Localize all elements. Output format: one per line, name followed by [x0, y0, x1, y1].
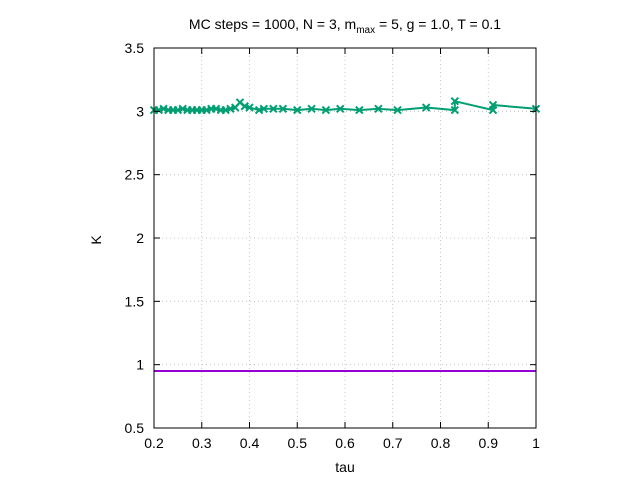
y-tick-label: 3.5 — [125, 40, 145, 56]
y-tick-label: 1.5 — [125, 293, 145, 309]
series-1-point — [293, 105, 302, 115]
chart-title: MC steps = 1000, N = 3, mmax = 5, g = 1.… — [189, 16, 501, 36]
y-axis-label: K — [88, 235, 104, 245]
series-1-point — [355, 105, 364, 115]
series-1-point — [307, 104, 316, 114]
x-tick-label: 0.6 — [335, 435, 355, 451]
grid — [154, 48, 536, 428]
x-tick-label: 1 — [532, 435, 540, 451]
series-1-point — [450, 96, 460, 106]
series-1-point — [374, 104, 383, 114]
series-1-point — [488, 100, 498, 110]
chart-title-subscript: max — [356, 25, 375, 36]
ticks: 0.2 0.3 0.4 0.5 0.6 0.7 0.8 0.9 1 0.5 1 1.5 2 2.5 3 3.5 — [125, 40, 541, 451]
series-1-point — [450, 105, 460, 115]
series-1-point — [393, 105, 402, 115]
x-tick-label: 0.5 — [288, 435, 308, 451]
series-1-point — [278, 104, 288, 114]
chart-title-main: MC steps = 1000, N = 3, m — [189, 16, 356, 32]
x-tick-label: 0.3 — [192, 435, 212, 451]
x-tick-label: 0.9 — [479, 435, 499, 451]
chart-title-rest: = 5, g = 1.0, T = 0.1 — [375, 16, 501, 32]
y-tick-label: 3 — [136, 103, 144, 119]
series-1-point — [269, 104, 278, 114]
series-1-point — [421, 103, 431, 112]
x-tick-label: 0.2 — [144, 435, 164, 451]
series-1-point — [321, 105, 331, 115]
x-tick-label: 0.8 — [431, 435, 451, 451]
x-axis-label: tau — [335, 459, 354, 475]
series-1-point — [259, 104, 269, 114]
y-tick-label: 1 — [136, 357, 144, 373]
x-tick-label: 0.4 — [240, 435, 260, 451]
y-tick-label: 2.5 — [125, 167, 145, 183]
series-layer — [149, 96, 541, 372]
y-tick-label: 2 — [136, 230, 144, 246]
y-tick-label: 0.5 — [125, 420, 145, 436]
series-1-point — [336, 104, 345, 114]
series-1-point — [245, 103, 254, 112]
x-tick-label: 0.7 — [383, 435, 403, 451]
